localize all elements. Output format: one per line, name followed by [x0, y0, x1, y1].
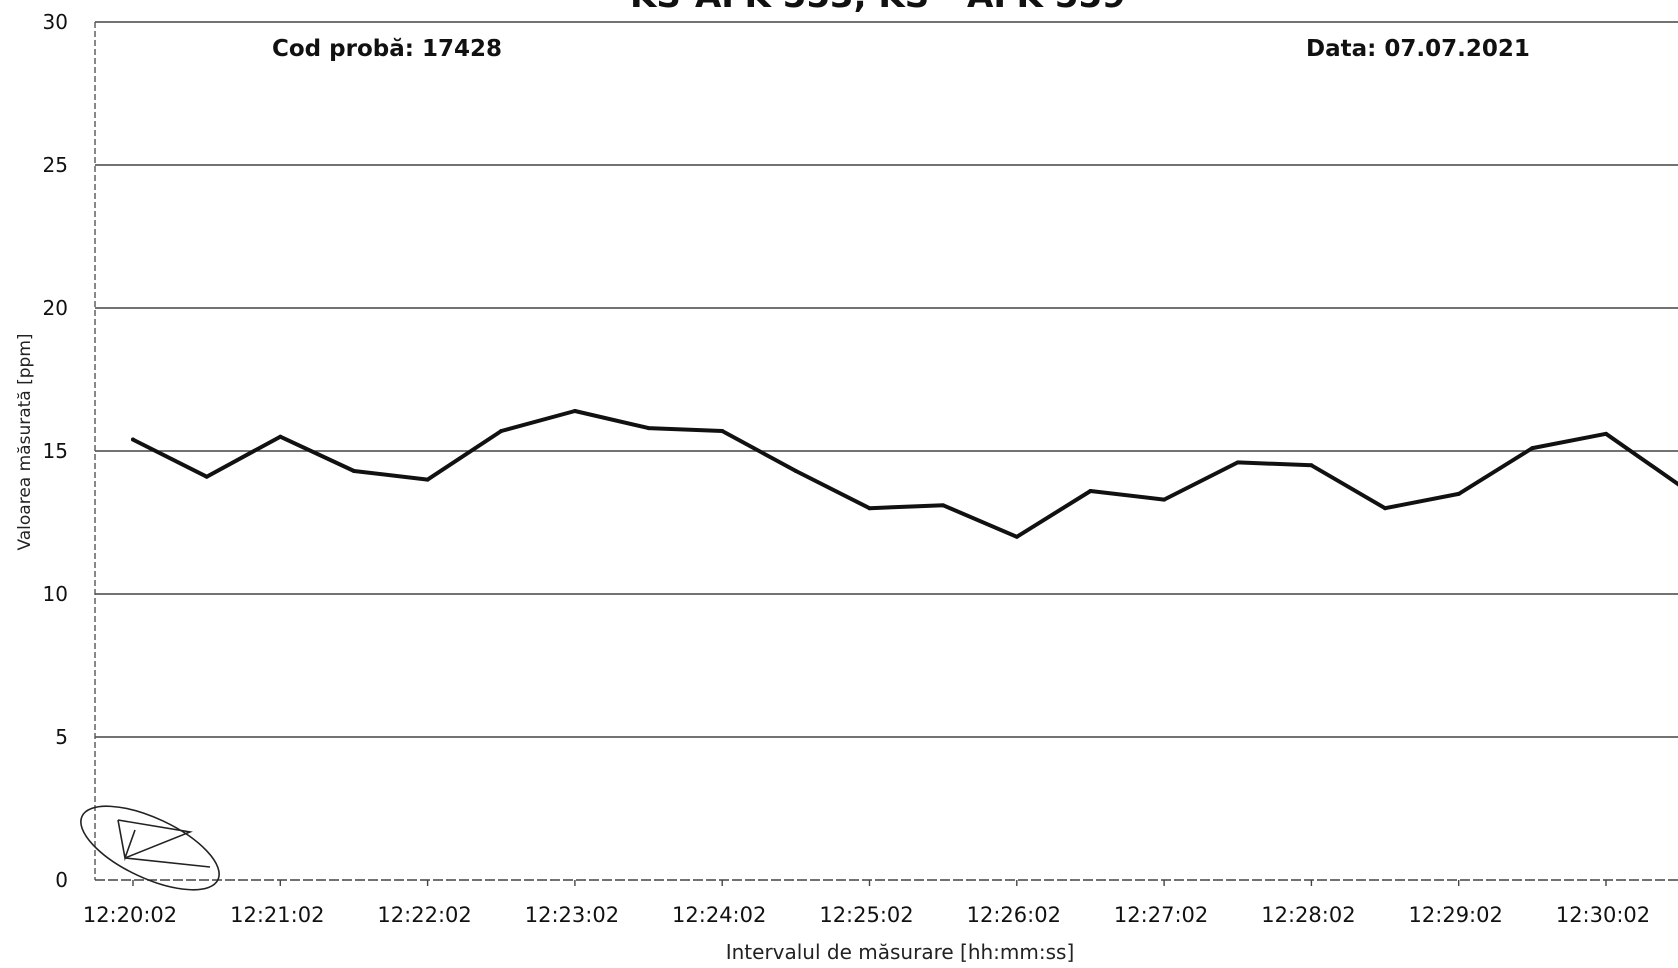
data-point — [1014, 534, 1019, 539]
data-point — [425, 477, 430, 482]
y-tick-label: 30 — [43, 10, 68, 34]
x-tick-label: 12:21:02 — [230, 903, 324, 927]
y-tick-label: 10 — [43, 582, 68, 606]
y-tick-labels: 0 5 10 15 20 25 30 — [43, 10, 68, 892]
sample-code-label: Cod probă: 17428 — [272, 36, 502, 62]
data-point — [278, 434, 283, 439]
y-axis-label: Valoarea măsurată [ppm] — [15, 333, 35, 551]
data-point — [1309, 463, 1314, 468]
data-point — [1456, 491, 1461, 496]
x-tick-label: 12:24:02 — [672, 903, 766, 927]
y-tick-label: 15 — [43, 439, 68, 463]
handwritten-signature — [80, 805, 220, 891]
y-tick-label: 5 — [55, 725, 68, 749]
chart-axes — [94, 22, 1678, 881]
data-point — [572, 408, 577, 413]
x-tick-label: 12:30:02 — [1556, 903, 1650, 927]
data-point — [1383, 506, 1388, 511]
x-tick-label: 12:25:02 — [819, 903, 913, 927]
data-point — [1088, 489, 1093, 494]
data-point — [204, 474, 209, 479]
y-tick-label: 0 — [55, 868, 68, 892]
data-point — [351, 469, 356, 474]
date-label: Data: 07.07.2021 — [1306, 36, 1530, 62]
gridlines — [95, 21, 1678, 738]
x-tick-label: 12:27:02 — [1114, 903, 1208, 927]
chart-title: KS-AFK 553, KS - AFK 559 — [630, 0, 1126, 16]
y-tick-label: 20 — [43, 296, 68, 320]
data-point — [793, 469, 798, 474]
series-line — [131, 409, 1678, 539]
data-point — [1604, 431, 1608, 436]
data-point — [131, 437, 135, 442]
data-point — [646, 426, 651, 431]
data-point — [867, 506, 872, 511]
data-point — [1235, 460, 1240, 465]
y-tick-label: 25 — [43, 153, 68, 177]
x-tick-label: 12:26:02 — [967, 903, 1061, 927]
series-layer — [131, 408, 1678, 539]
x-axis-label: Intervalul de măsurare [hh:mm:ss] — [725, 940, 1075, 964]
data-point — [499, 428, 504, 433]
x-tick-label: 12:23:02 — [525, 903, 619, 927]
data-point — [1530, 446, 1535, 451]
data-point — [720, 428, 725, 433]
x-tick-labels: 12:20:02 12:21:02 12:22:02 12:23:02 12:24:02… — [83, 880, 1650, 927]
x-tick-label: 12:22:02 — [377, 903, 471, 927]
x-tick-label: 12:20:02 — [83, 903, 177, 927]
data-point — [941, 503, 946, 508]
data-point — [1162, 497, 1167, 502]
x-tick-label: 12:29:02 — [1409, 903, 1503, 927]
x-tick-label: 12:28:02 — [1261, 903, 1355, 927]
